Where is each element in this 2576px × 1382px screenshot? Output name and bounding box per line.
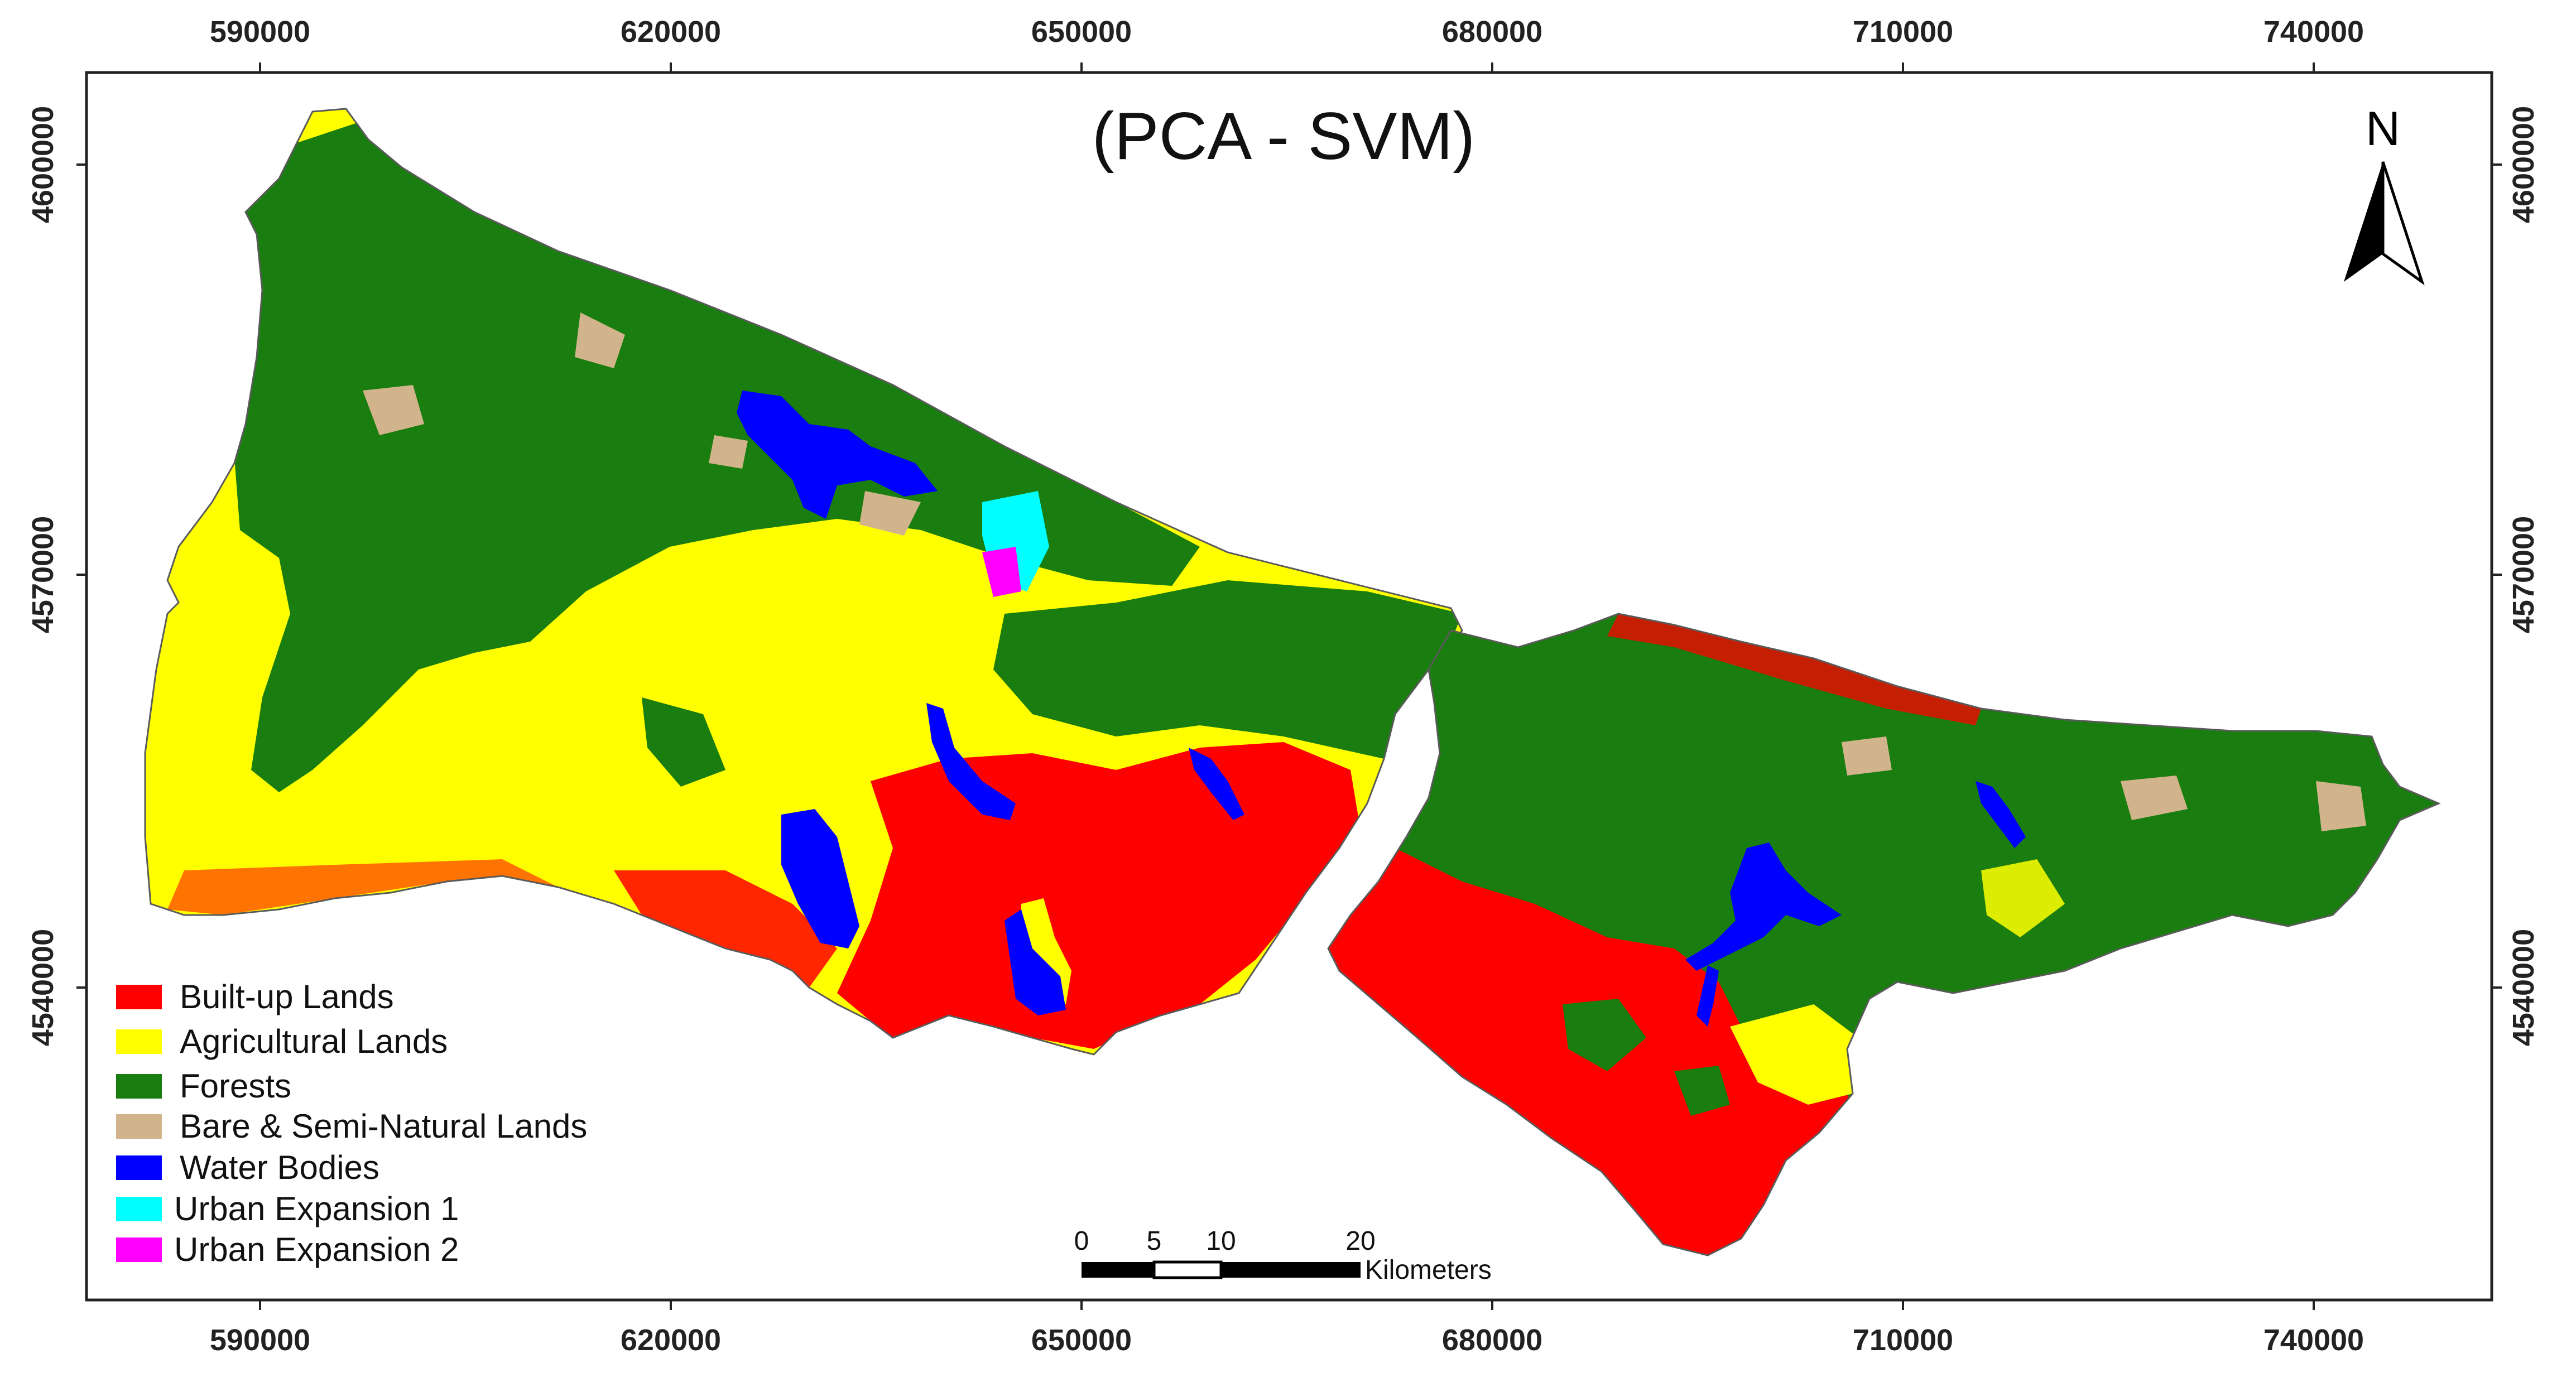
legend-swatch bbox=[116, 985, 162, 1009]
scale-tick-label: 5 bbox=[1147, 1226, 1162, 1256]
bottom-tick-label: 620000 bbox=[621, 1323, 721, 1357]
legend-item: Forests bbox=[116, 1067, 291, 1105]
legend-label: Forests bbox=[180, 1067, 291, 1105]
right-tick-label: 4570000 bbox=[2507, 516, 2540, 633]
scale-unit-label: Kilometers bbox=[1365, 1255, 1492, 1285]
legend-swatch bbox=[116, 1029, 162, 1054]
east-coast-outline bbox=[1327, 613, 2441, 1256]
eastern-landmass bbox=[1327, 613, 2441, 1256]
scale-tick-label: 20 bbox=[1345, 1226, 1375, 1256]
scale-bar-segment bbox=[1082, 1262, 1154, 1278]
legend-item: Urban Expansion 1 bbox=[116, 1190, 459, 1227]
north-label: N bbox=[2366, 102, 2400, 156]
scale-bar-segment bbox=[1152, 1260, 1223, 1279]
scale-bar: 0 5 10 20 Kilometers bbox=[1074, 1226, 1492, 1285]
right-tick-label: 4540000 bbox=[2507, 929, 2540, 1046]
legend-label: Urban Expansion 1 bbox=[174, 1190, 459, 1227]
legend-item: Built-up Lands bbox=[116, 978, 394, 1015]
left-axis-labels: 4600000 4570000 4540000 bbox=[26, 106, 60, 1046]
top-tick-label: 740000 bbox=[2263, 15, 2364, 49]
bottom-tick-label: 680000 bbox=[1442, 1323, 1542, 1357]
legend-swatch bbox=[116, 1114, 162, 1139]
bottom-tick-label: 740000 bbox=[2263, 1323, 2364, 1357]
legend-label: Built-up Lands bbox=[180, 978, 394, 1015]
bottom-tick-label: 590000 bbox=[210, 1323, 310, 1357]
legend-item: Bare & Semi-Natural Lands bbox=[116, 1107, 587, 1145]
east-agri-patch-1 bbox=[1981, 859, 2065, 937]
reservoir-darlik bbox=[1976, 781, 2026, 848]
western-landmass bbox=[144, 108, 1463, 1056]
left-tick-label: 4540000 bbox=[26, 929, 60, 1046]
legend-label: Urban Expansion 2 bbox=[174, 1231, 459, 1268]
west-coast-outline bbox=[144, 108, 1463, 1056]
right-tick-label: 4600000 bbox=[2507, 106, 2540, 223]
legend-label: Agricultural Lands bbox=[180, 1023, 448, 1060]
west-forest-patch bbox=[642, 697, 725, 787]
top-tick-label: 620000 bbox=[621, 15, 721, 49]
axis-ticks bbox=[76, 62, 2502, 1310]
legend-item: Water Bodies bbox=[116, 1149, 379, 1186]
lake-kucukcekmece-water bbox=[1005, 909, 1066, 1015]
reservoir-omerli bbox=[1685, 842, 1842, 971]
reservoir-alibey bbox=[1189, 748, 1244, 820]
scale-tick-label: 10 bbox=[1206, 1226, 1236, 1256]
top-tick-label: 710000 bbox=[1853, 15, 1953, 49]
legend-item: Agricultural Lands bbox=[116, 1023, 448, 1060]
bottom-tick-label: 710000 bbox=[1853, 1323, 1953, 1357]
west-builtup-coast bbox=[614, 870, 837, 988]
north-arrow-icon: N bbox=[2344, 102, 2425, 286]
map-title: (PCA - SVM) bbox=[1092, 99, 1476, 174]
legend-label: Bare & Semi-Natural Lands bbox=[180, 1107, 587, 1145]
reservoir-elmali bbox=[1696, 965, 1719, 1027]
west-forest-east bbox=[993, 580, 1462, 759]
left-tick-label: 4570000 bbox=[26, 516, 60, 633]
top-tick-label: 590000 bbox=[210, 15, 310, 49]
bottom-tick-label: 650000 bbox=[1031, 1323, 1132, 1357]
scale-tick-label: 0 bbox=[1074, 1226, 1089, 1256]
reservoir-sazlidere bbox=[926, 703, 1016, 820]
top-tick-label: 680000 bbox=[1442, 15, 1542, 49]
legend-label: Water Bodies bbox=[180, 1149, 379, 1186]
legend-swatch bbox=[116, 1237, 162, 1262]
east-builtup-coast-north bbox=[1607, 614, 1981, 725]
legend-swatch bbox=[116, 1155, 162, 1180]
west-builtup-istanbul bbox=[837, 742, 1362, 1049]
top-tick-label: 650000 bbox=[1031, 15, 1132, 49]
legend-swatch bbox=[116, 1074, 162, 1099]
lake-buyukcekmece bbox=[781, 809, 859, 948]
legend-item: Urban Expansion 2 bbox=[116, 1231, 459, 1268]
east-forest-pocket bbox=[1563, 999, 1730, 1116]
east-agri-band bbox=[1730, 1004, 1858, 1105]
scale-bar-segment bbox=[1221, 1262, 1361, 1278]
legend: Built-up Lands Agricultural Lands Forest… bbox=[116, 978, 587, 1268]
top-axis-labels: 590000 620000 650000 680000 710000 74000… bbox=[210, 15, 2364, 49]
bare-patches bbox=[363, 312, 921, 536]
urban-expansion-2-patch bbox=[982, 547, 1021, 597]
right-axis-labels: 4600000 4570000 4540000 bbox=[2507, 106, 2540, 1046]
west-builtup-west-coast bbox=[167, 859, 558, 915]
legend-swatch bbox=[116, 1197, 162, 1221]
reservoir-terkos bbox=[737, 391, 938, 519]
left-tick-label: 4600000 bbox=[26, 106, 60, 223]
bottom-axis-labels: 590000 620000 650000 680000 710000 74000… bbox=[210, 1323, 2364, 1357]
